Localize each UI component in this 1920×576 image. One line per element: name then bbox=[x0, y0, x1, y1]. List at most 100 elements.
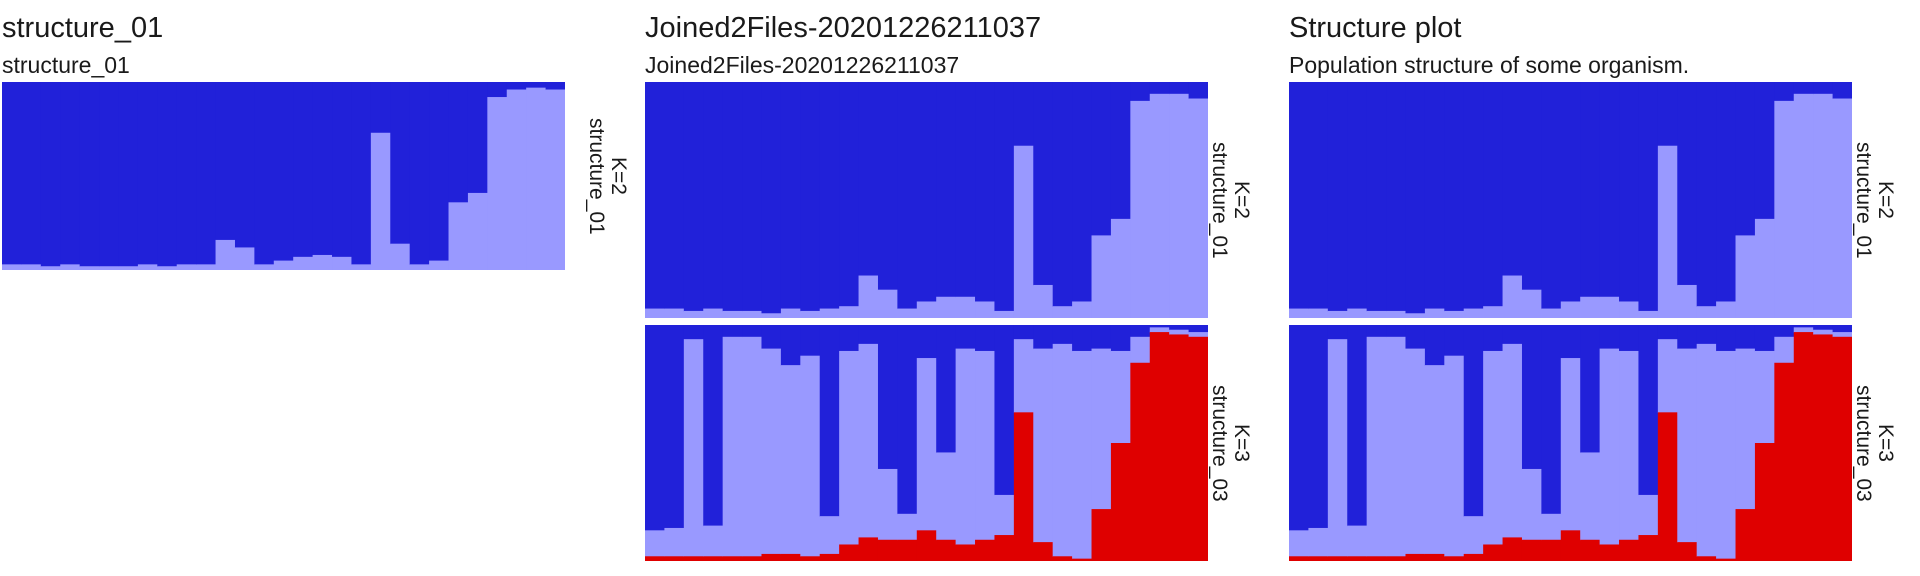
bar-cluster-1-ind-18 bbox=[1619, 82, 1640, 303]
bar-cluster-2-ind-19 bbox=[1638, 494, 1659, 536]
chart-3-panel-2-k-label: K=3 bbox=[1874, 424, 1897, 462]
bar-cluster-1-ind-26 bbox=[1130, 325, 1151, 338]
bar-cluster-2-ind-24 bbox=[448, 202, 469, 270]
bar-cluster-2-ind-3 bbox=[1327, 339, 1348, 557]
bar-cluster-1-ind-24 bbox=[1091, 325, 1112, 350]
bar-cluster-2-ind-19 bbox=[1638, 310, 1659, 318]
bar-cluster-2-ind-6 bbox=[1386, 310, 1407, 318]
bar-cluster-2-ind-23 bbox=[429, 260, 450, 270]
bar-cluster-1-ind-24 bbox=[1735, 82, 1756, 236]
bar-cluster-1-ind-11 bbox=[839, 82, 860, 307]
bar-cluster-2-ind-9 bbox=[800, 310, 821, 318]
bar-cluster-2-ind-10 bbox=[1463, 308, 1484, 318]
bar-cluster-1-ind-28 bbox=[1169, 325, 1190, 331]
bar-cluster-2-ind-17 bbox=[955, 296, 976, 318]
bar-cluster-2-ind-8 bbox=[137, 264, 158, 270]
bar-cluster-3-ind-20 bbox=[1013, 412, 1034, 561]
bar-cluster-2-ind-25 bbox=[1754, 350, 1775, 444]
bar-cluster-2-ind-21 bbox=[1033, 348, 1054, 543]
bar-cluster-1-ind-27 bbox=[1793, 82, 1814, 95]
bar-cluster-1-ind-1 bbox=[645, 82, 666, 310]
bar-cluster-2-ind-5 bbox=[79, 266, 100, 270]
bar-cluster-1-ind-29 bbox=[1832, 325, 1852, 333]
bar-cluster-1-ind-22 bbox=[1696, 325, 1717, 345]
bar-cluster-2-ind-23 bbox=[1716, 301, 1737, 318]
bar-cluster-1-ind-17 bbox=[1599, 325, 1620, 350]
bar-cluster-3-ind-9 bbox=[800, 556, 821, 561]
bar-cluster-1-ind-16 bbox=[1580, 82, 1601, 298]
bar-cluster-1-ind-1 bbox=[2, 82, 23, 265]
bar-cluster-3-ind-28 bbox=[1813, 334, 1834, 561]
bar-cluster-1-ind-21 bbox=[1033, 325, 1054, 350]
bar-cluster-1-ind-9 bbox=[800, 325, 821, 357]
bar-cluster-2-ind-29 bbox=[1832, 98, 1852, 318]
bar-cluster-1-ind-12 bbox=[1502, 325, 1523, 345]
bar-cluster-2-ind-23 bbox=[1716, 350, 1737, 560]
bar-cluster-1-ind-5 bbox=[1366, 82, 1387, 312]
bar-cluster-3-ind-19 bbox=[994, 535, 1015, 561]
bar-cluster-2-ind-24 bbox=[1735, 235, 1756, 318]
bar-cluster-3-ind-5 bbox=[1366, 556, 1387, 561]
bar-cluster-1-ind-9 bbox=[800, 82, 821, 312]
bar-cluster-1-ind-23 bbox=[1072, 325, 1093, 352]
bar-cluster-2-ind-15 bbox=[916, 358, 937, 531]
bar-cluster-1-ind-6 bbox=[1386, 325, 1407, 338]
bar-cluster-1-ind-21 bbox=[1033, 82, 1054, 286]
bar-cluster-2-ind-21 bbox=[1677, 348, 1698, 543]
bar-cluster-1-ind-3 bbox=[683, 325, 704, 340]
bar-cluster-2-ind-7 bbox=[761, 348, 782, 555]
bar-cluster-1-ind-9 bbox=[1444, 325, 1465, 357]
bar-cluster-3-ind-24 bbox=[1091, 509, 1112, 561]
bar-cluster-2-ind-15 bbox=[916, 301, 937, 318]
bar-cluster-3-ind-23 bbox=[1072, 558, 1093, 561]
bar-cluster-1-ind-16 bbox=[1580, 325, 1601, 454]
bar-cluster-1-ind-8 bbox=[780, 325, 801, 366]
bar-cluster-2-ind-20 bbox=[1657, 339, 1678, 413]
bar-cluster-2-ind-9 bbox=[1444, 355, 1465, 557]
bar-cluster-1-ind-13 bbox=[234, 82, 255, 249]
bar-cluster-2-ind-4 bbox=[60, 264, 81, 270]
bar-cluster-1-ind-20 bbox=[1657, 82, 1678, 147]
bar-cluster-1-ind-28 bbox=[1169, 82, 1190, 95]
bar-cluster-3-ind-2 bbox=[664, 556, 685, 561]
bar-cluster-2-ind-28 bbox=[1813, 93, 1834, 318]
bar-cluster-1-ind-3 bbox=[1327, 82, 1348, 312]
bar-cluster-3-ind-1 bbox=[645, 556, 666, 561]
bar-cluster-1-ind-24 bbox=[1091, 82, 1112, 236]
bar-cluster-1-ind-19 bbox=[351, 82, 372, 265]
bar-cluster-1-ind-9 bbox=[157, 82, 178, 267]
bar-cluster-2-ind-21 bbox=[390, 243, 411, 270]
bar-cluster-3-ind-21 bbox=[1033, 542, 1054, 561]
bar-cluster-1-ind-21 bbox=[1677, 325, 1698, 350]
bar-cluster-2-ind-24 bbox=[1735, 348, 1756, 510]
bar-cluster-1-ind-20 bbox=[1657, 325, 1678, 340]
bar-cluster-2-ind-15 bbox=[1560, 358, 1581, 531]
bar-cluster-2-ind-12 bbox=[858, 275, 879, 318]
bar-cluster-1-ind-8 bbox=[780, 82, 801, 310]
bar-cluster-2-ind-22 bbox=[1052, 306, 1073, 318]
bar-cluster-1-ind-26 bbox=[1774, 325, 1795, 338]
bar-cluster-2-ind-18 bbox=[332, 256, 353, 270]
bar-cluster-3-ind-9 bbox=[1444, 556, 1465, 561]
bar-cluster-1-ind-23 bbox=[429, 82, 450, 262]
bar-cluster-1-ind-6 bbox=[1386, 82, 1407, 312]
bar-cluster-1-ind-18 bbox=[975, 325, 996, 352]
bar-cluster-3-ind-15 bbox=[916, 530, 937, 561]
bar-cluster-2-ind-5 bbox=[722, 310, 743, 318]
bar-cluster-2-ind-23 bbox=[1072, 350, 1093, 560]
bar-cluster-2-ind-7 bbox=[1405, 348, 1426, 555]
bar-cluster-2-ind-22 bbox=[1696, 306, 1717, 318]
bar-cluster-2-ind-11 bbox=[1483, 350, 1504, 546]
bar-cluster-1-ind-11 bbox=[839, 325, 860, 352]
bar-cluster-2-ind-24 bbox=[1091, 348, 1112, 510]
bar-cluster-2-ind-13 bbox=[1521, 468, 1542, 541]
bar-cluster-2-ind-29 bbox=[1188, 98, 1208, 318]
bar-cluster-3-ind-6 bbox=[1386, 556, 1407, 561]
bar-cluster-2-ind-7 bbox=[1405, 313, 1426, 318]
bar-cluster-2-ind-26 bbox=[1130, 336, 1151, 364]
bar-cluster-2-ind-16 bbox=[936, 452, 957, 541]
bar-cluster-3-ind-25 bbox=[1754, 443, 1775, 561]
bar-cluster-1-ind-25 bbox=[1110, 82, 1131, 220]
bar-cluster-2-ind-28 bbox=[526, 87, 547, 270]
bar-cluster-1-ind-2 bbox=[664, 82, 685, 310]
